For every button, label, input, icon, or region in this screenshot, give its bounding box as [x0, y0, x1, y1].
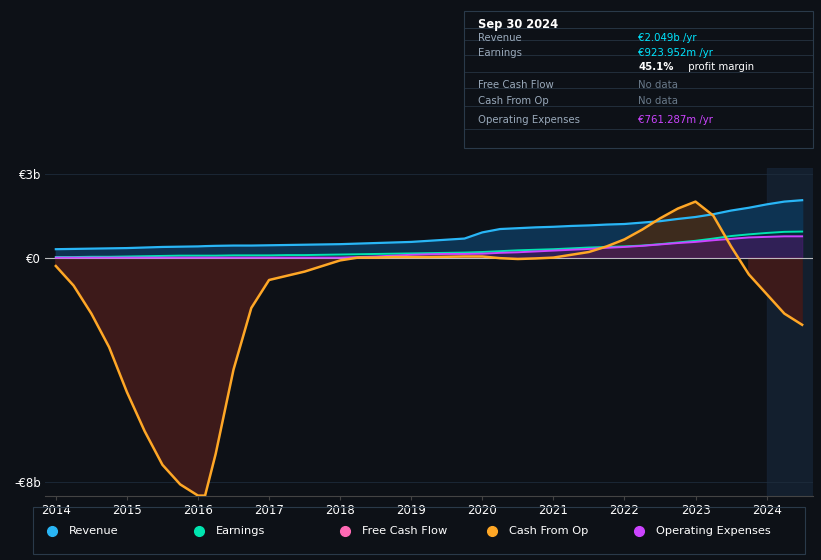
Text: No data: No data	[639, 96, 678, 106]
Text: €761.287m /yr: €761.287m /yr	[639, 115, 713, 125]
Text: No data: No data	[639, 80, 678, 90]
Text: €2.049b /yr: €2.049b /yr	[639, 33, 697, 43]
Text: Free Cash Flow: Free Cash Flow	[362, 526, 447, 535]
Text: Sep 30 2024: Sep 30 2024	[478, 18, 558, 31]
Bar	[767, 168, 813, 496]
Text: Revenue: Revenue	[478, 33, 521, 43]
Text: Earnings: Earnings	[216, 526, 265, 535]
Text: Operating Expenses: Operating Expenses	[478, 115, 580, 125]
Text: Cash From Op: Cash From Op	[509, 526, 589, 535]
Text: Operating Expenses: Operating Expenses	[656, 526, 770, 535]
Text: 45.1%: 45.1%	[639, 62, 674, 72]
Text: profit margin: profit margin	[686, 62, 754, 72]
Text: Cash From Op: Cash From Op	[478, 96, 548, 106]
Text: Earnings: Earnings	[478, 48, 522, 58]
Text: Free Cash Flow: Free Cash Flow	[478, 80, 553, 90]
Text: €923.952m /yr: €923.952m /yr	[639, 48, 713, 58]
Text: Revenue: Revenue	[69, 526, 119, 535]
